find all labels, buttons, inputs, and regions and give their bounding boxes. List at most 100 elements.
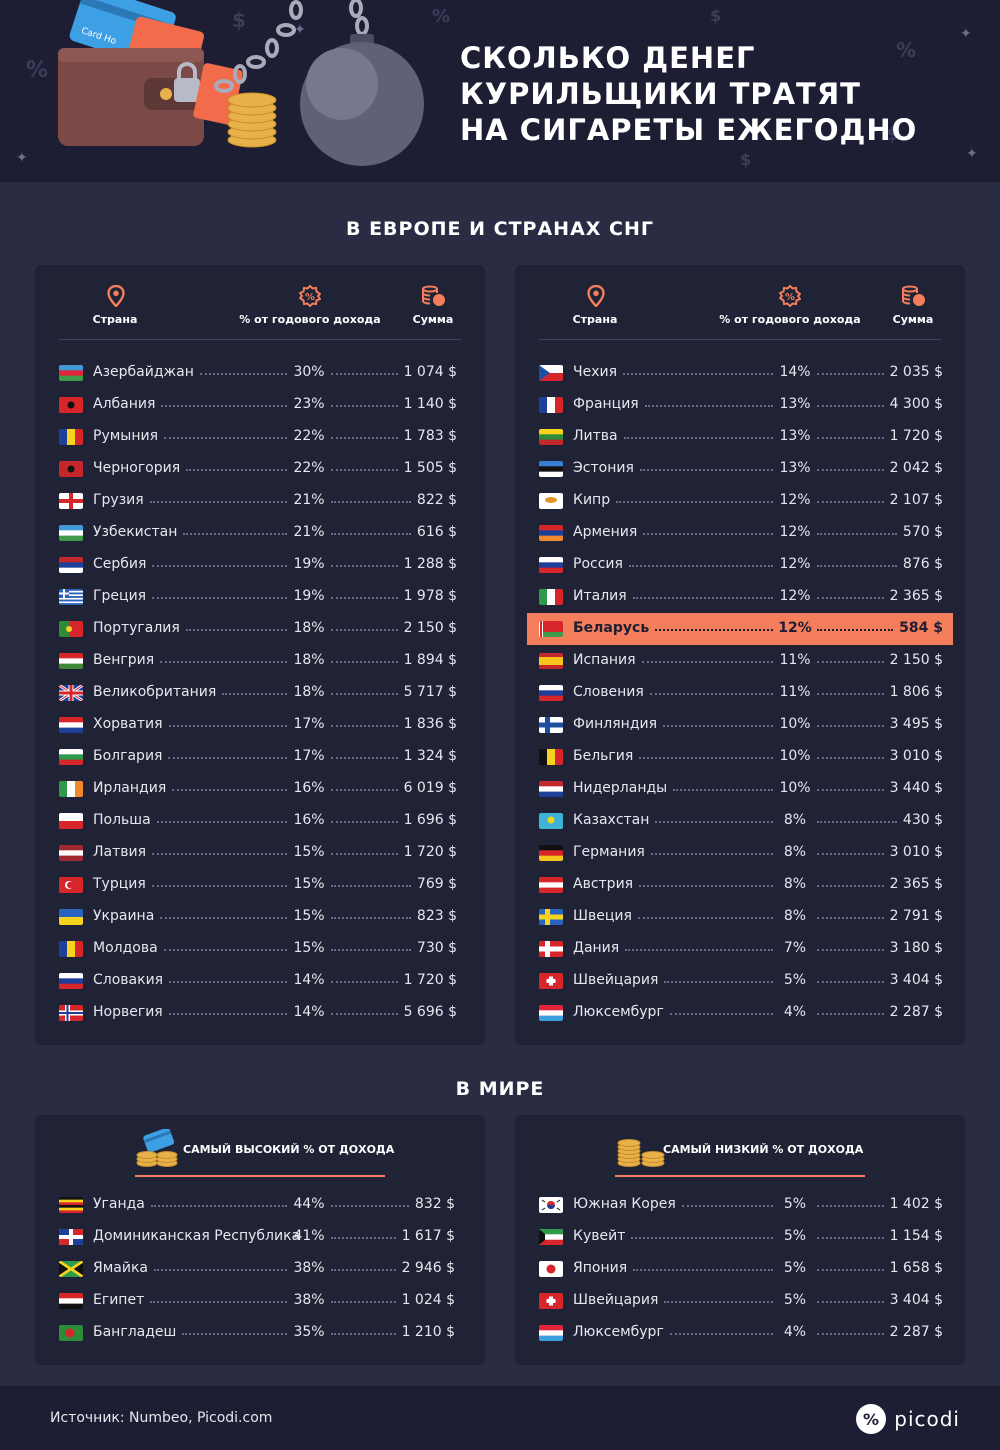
table-row: Азербайджан 30% 1 074 $ (59, 358, 469, 388)
amount-value: 2 150 $ (889, 652, 943, 668)
dot-leader (645, 405, 773, 407)
country-name: Словения (573, 684, 644, 700)
dot-leader (331, 533, 411, 535)
country-name: Финляндия (573, 716, 658, 732)
dot-leader (331, 725, 398, 727)
amount-value: 876 $ (902, 556, 943, 572)
source-text: Источник: Numbeo, Picodi.com (50, 1410, 273, 1426)
country-name: Ирландия (93, 780, 167, 796)
flag-de-icon (539, 845, 563, 861)
country-name: Швейцария (573, 1292, 659, 1308)
dot-leader (164, 437, 287, 439)
table-row: Венгрия 18% 1 894 $ (59, 646, 469, 676)
star-icon: ✦ (294, 22, 306, 38)
table-row: Грузия 21% 822 $ (59, 486, 469, 516)
country-name: Португалия (93, 620, 180, 636)
table-row: Ямайка 38% 2 946 $ (59, 1254, 469, 1284)
amount-value: 1 783 $ (403, 428, 457, 444)
dot-leader (817, 757, 884, 759)
flag-am-icon (539, 525, 563, 541)
flag-ro-icon (59, 429, 83, 445)
amount-value: 4 300 $ (889, 396, 943, 412)
percent-value: 18% (293, 652, 325, 668)
dot-leader (817, 981, 884, 983)
table-row: Эстония 13% 2 042 $ (539, 454, 949, 484)
dot-leader (152, 885, 287, 887)
dot-leader (331, 1205, 409, 1207)
table-row: Австрия 8% 2 365 $ (539, 870, 949, 900)
amount-value: 616 $ (416, 524, 457, 540)
table-row: Уганда 44% 832 $ (59, 1190, 469, 1220)
country-name: Греция (93, 588, 147, 604)
flag-ch-icon (539, 1293, 563, 1309)
amount-value: 1 074 $ (403, 364, 457, 380)
table-row: Молдова 15% 730 $ (59, 934, 469, 964)
table-row: Португалия 18% 2 150 $ (59, 614, 469, 644)
percent-value: 38% (293, 1260, 325, 1276)
dot-leader (817, 821, 897, 823)
flag-kz-icon (539, 813, 563, 829)
country-name: Армения (573, 524, 638, 540)
country-name: Латвия (93, 844, 147, 860)
flag-si-icon (539, 685, 563, 701)
table-row: Великобритания 18% 5 717 $ (59, 678, 469, 708)
dot-leader (331, 437, 398, 439)
header-banner: % $ % % $ $ $ ✦ ✦ ✦ ✦ Card Ho (0, 0, 1000, 182)
coin-stacks-icon (615, 1129, 669, 1173)
percent-value: 14% (293, 972, 325, 988)
percent-value: 15% (293, 844, 325, 860)
amount-value: 5 717 $ (403, 684, 457, 700)
amount-value: 1 617 $ (401, 1228, 455, 1244)
dot-leader (150, 1301, 287, 1303)
country-name: Кувейт (573, 1228, 626, 1244)
table-row: Люксембург 4% 2 287 $ (539, 998, 949, 1028)
dot-leader (673, 789, 773, 791)
title-underline (615, 1175, 865, 1177)
table-row: Испания 11% 2 150 $ (539, 646, 949, 676)
dot-leader (160, 661, 287, 663)
amount-value: 1 210 $ (401, 1324, 455, 1340)
page-title: СКОЛЬКО ДЕНЕГ КУРИЛЬЩИКИ ТРАТЯТ НА СИГАР… (460, 40, 980, 148)
flag-kr-icon (539, 1197, 563, 1213)
country-name: Австрия (573, 876, 634, 892)
dot-leader (331, 405, 398, 407)
amount-value: 3 180 $ (889, 940, 943, 956)
picodi-logo[interactable]: % picodi (854, 1402, 960, 1436)
dot-leader (643, 533, 773, 535)
percent-value: 35% (293, 1324, 325, 1340)
percent-value: 19% (293, 556, 325, 572)
table-row: Греция 19% 1 978 $ (59, 582, 469, 612)
dot-leader (331, 789, 398, 791)
table-row: Хорватия 17% 1 836 $ (59, 710, 469, 740)
flag-ch-icon (539, 973, 563, 989)
table-row: Южная Корея 5% 1 402 $ (539, 1190, 949, 1220)
amount-value: 2 042 $ (889, 460, 943, 476)
dot-leader (817, 1333, 884, 1335)
country-name: Япония (573, 1260, 628, 1276)
flag-lv-icon (59, 845, 83, 861)
percent-value: 41% (293, 1228, 325, 1244)
flag-md-icon (59, 941, 83, 957)
flag-bd-icon (59, 1325, 83, 1341)
country-name: Черногория (93, 460, 181, 476)
percent-value: 10% (779, 748, 811, 764)
dot-leader (152, 565, 287, 567)
column-header-percent: % от годового дохода (239, 313, 381, 326)
amount-value: 769 $ (416, 876, 457, 892)
flag-ge-icon (59, 493, 83, 509)
amount-value: 1 978 $ (403, 588, 457, 604)
flag-me-icon (59, 461, 83, 477)
amount-value: 2 365 $ (889, 876, 943, 892)
amount-value: 1 806 $ (889, 684, 943, 700)
percent-value: 8% (783, 876, 807, 892)
dot-leader (663, 725, 773, 727)
table-row: Доминиканская Республика 41% 1 617 $ (59, 1222, 469, 1252)
amount-value: 3 404 $ (889, 1292, 943, 1308)
table-row: Дания 7% 3 180 $ (539, 934, 949, 964)
coins-icon (901, 285, 927, 311)
amount-value: 1 505 $ (403, 460, 457, 476)
dot-leader (817, 661, 884, 663)
flag-ee-icon (539, 461, 563, 477)
dot-leader (222, 693, 287, 695)
flag-pl-icon (59, 813, 83, 829)
